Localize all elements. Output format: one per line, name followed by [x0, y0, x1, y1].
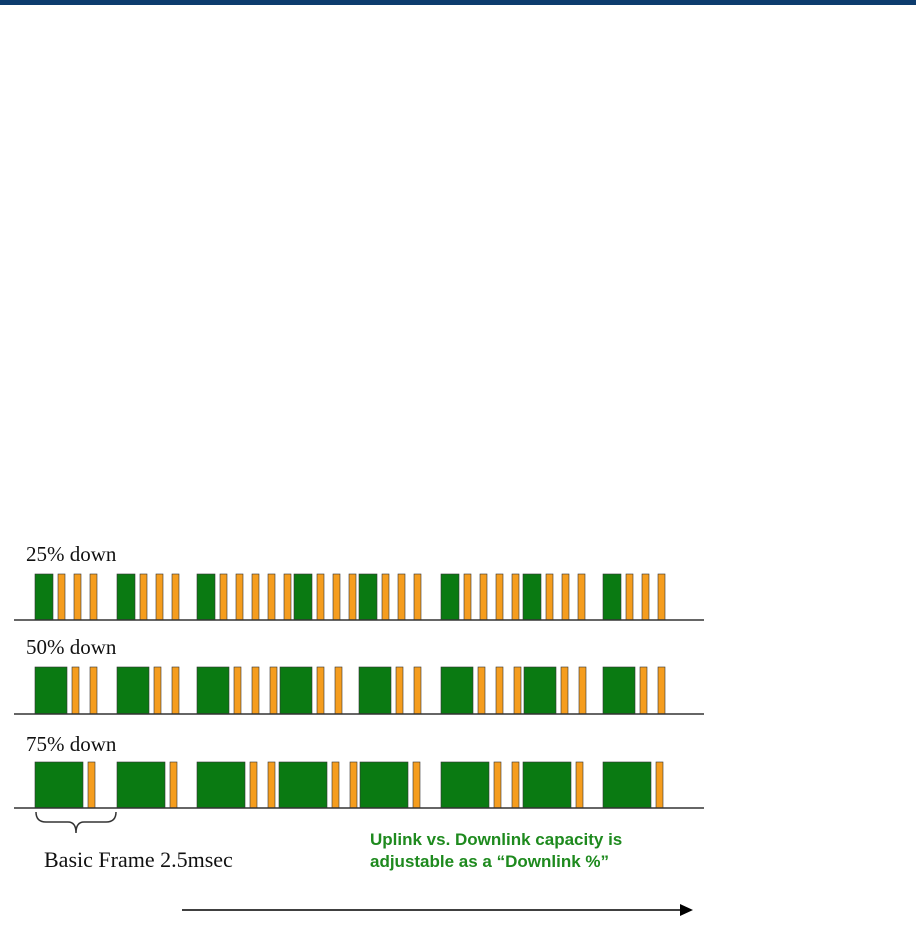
- uplink-slot: [479, 573, 488, 621]
- downlink-slot: [523, 666, 557, 715]
- uplink-slot: [251, 573, 260, 621]
- uplink-slot: [73, 573, 82, 621]
- downlink-slot: [440, 761, 490, 809]
- uplink-slot: [463, 573, 472, 621]
- uplink-slot: [655, 761, 664, 809]
- uplink-slot: [251, 666, 260, 715]
- uplink-slot: [71, 666, 80, 715]
- row-25-bars: [34, 573, 666, 621]
- uplink-slot: [395, 666, 404, 715]
- downlink-slot: [196, 666, 230, 715]
- capacity-note-line-2: adjustable as a “Downlink %”: [370, 852, 609, 871]
- uplink-slot: [267, 573, 276, 621]
- uplink-slot: [495, 666, 504, 715]
- uplink-slot: [171, 666, 180, 715]
- uplink-slot: [316, 573, 325, 621]
- uplink-slot: [331, 761, 340, 809]
- uplink-slot: [513, 666, 522, 715]
- uplink-slot: [235, 573, 244, 621]
- row-label-50: 50% down: [26, 635, 117, 659]
- uplink-slot: [575, 761, 584, 809]
- uplink-slot: [87, 761, 96, 809]
- uplink-slot: [511, 761, 520, 809]
- row-label-25: 25% down: [26, 542, 117, 566]
- uplink-slot: [283, 573, 292, 621]
- row-50-bars: [34, 666, 666, 715]
- uplink-slot: [381, 573, 390, 621]
- uplink-slot: [477, 666, 486, 715]
- uplink-slot: [657, 666, 666, 715]
- row-75-percent: 75% down: [14, 732, 704, 809]
- uplink-slot: [578, 666, 587, 715]
- row-label-75: 75% down: [26, 732, 117, 756]
- uplink-slot: [249, 761, 258, 809]
- uplink-slot: [334, 666, 343, 715]
- time-arrow-head: [680, 904, 693, 916]
- uplink-slot: [155, 573, 164, 621]
- downlink-slot: [602, 666, 636, 715]
- uplink-slot: [89, 666, 98, 715]
- uplink-slot: [171, 573, 180, 621]
- frame-brace: [35, 811, 117, 834]
- downlink-slot: [602, 573, 622, 621]
- uplink-slot: [413, 573, 422, 621]
- downlink-slot: [34, 761, 84, 809]
- uplink-slot: [348, 573, 357, 621]
- uplink-slot: [657, 573, 666, 621]
- uplink-slot: [561, 573, 570, 621]
- uplink-slot: [560, 666, 569, 715]
- row-25-percent: 25% down: [14, 542, 704, 621]
- downlink-slot: [358, 666, 392, 715]
- downlink-slot: [116, 666, 150, 715]
- downlink-slot: [279, 666, 313, 715]
- downlink-slot: [522, 573, 542, 621]
- downlink-slot: [440, 666, 474, 715]
- downlink-slot: [278, 761, 328, 809]
- downlink-slot: [602, 761, 652, 809]
- uplink-slot: [495, 573, 504, 621]
- uplink-slot: [332, 573, 341, 621]
- uplink-slot: [233, 666, 242, 715]
- uplink-slot: [639, 666, 648, 715]
- uplink-slot: [219, 573, 228, 621]
- downlink-slot: [522, 761, 572, 809]
- basic-frame-caption: Basic Frame 2.5msec: [44, 847, 233, 872]
- uplink-slot: [267, 761, 276, 809]
- downlink-slot: [440, 573, 460, 621]
- uplink-slot: [169, 761, 178, 809]
- downlink-slot: [196, 573, 216, 621]
- row-75-bars: [34, 761, 664, 809]
- uplink-slot: [511, 573, 520, 621]
- downlink-slot: [359, 761, 409, 809]
- uplink-slot: [316, 666, 325, 715]
- downlink-slot: [116, 761, 166, 809]
- uplink-slot: [577, 573, 586, 621]
- downlink-slot: [34, 666, 68, 715]
- uplink-slot: [412, 761, 421, 809]
- uplink-slot: [89, 573, 98, 621]
- uplink-slot: [641, 573, 650, 621]
- uplink-slot: [545, 573, 554, 621]
- uplink-slot: [625, 573, 634, 621]
- uplink-slot: [139, 573, 148, 621]
- uplink-slot: [153, 666, 162, 715]
- downlink-slot: [196, 761, 246, 809]
- uplink-slot: [349, 761, 358, 809]
- capacity-note-line-1: Uplink vs. Downlink capacity is: [370, 830, 622, 849]
- uplink-slot: [57, 573, 66, 621]
- downlink-slot: [116, 573, 136, 621]
- top-bar: [0, 0, 916, 5]
- downlink-slot: [34, 573, 54, 621]
- downlink-slot: [293, 573, 313, 621]
- uplink-slot: [269, 666, 278, 715]
- uplink-slot: [397, 573, 406, 621]
- uplink-slot: [413, 666, 422, 715]
- downlink-slot: [358, 573, 378, 621]
- uplink-slot: [493, 761, 502, 809]
- row-50-percent: 50% down: [14, 635, 704, 715]
